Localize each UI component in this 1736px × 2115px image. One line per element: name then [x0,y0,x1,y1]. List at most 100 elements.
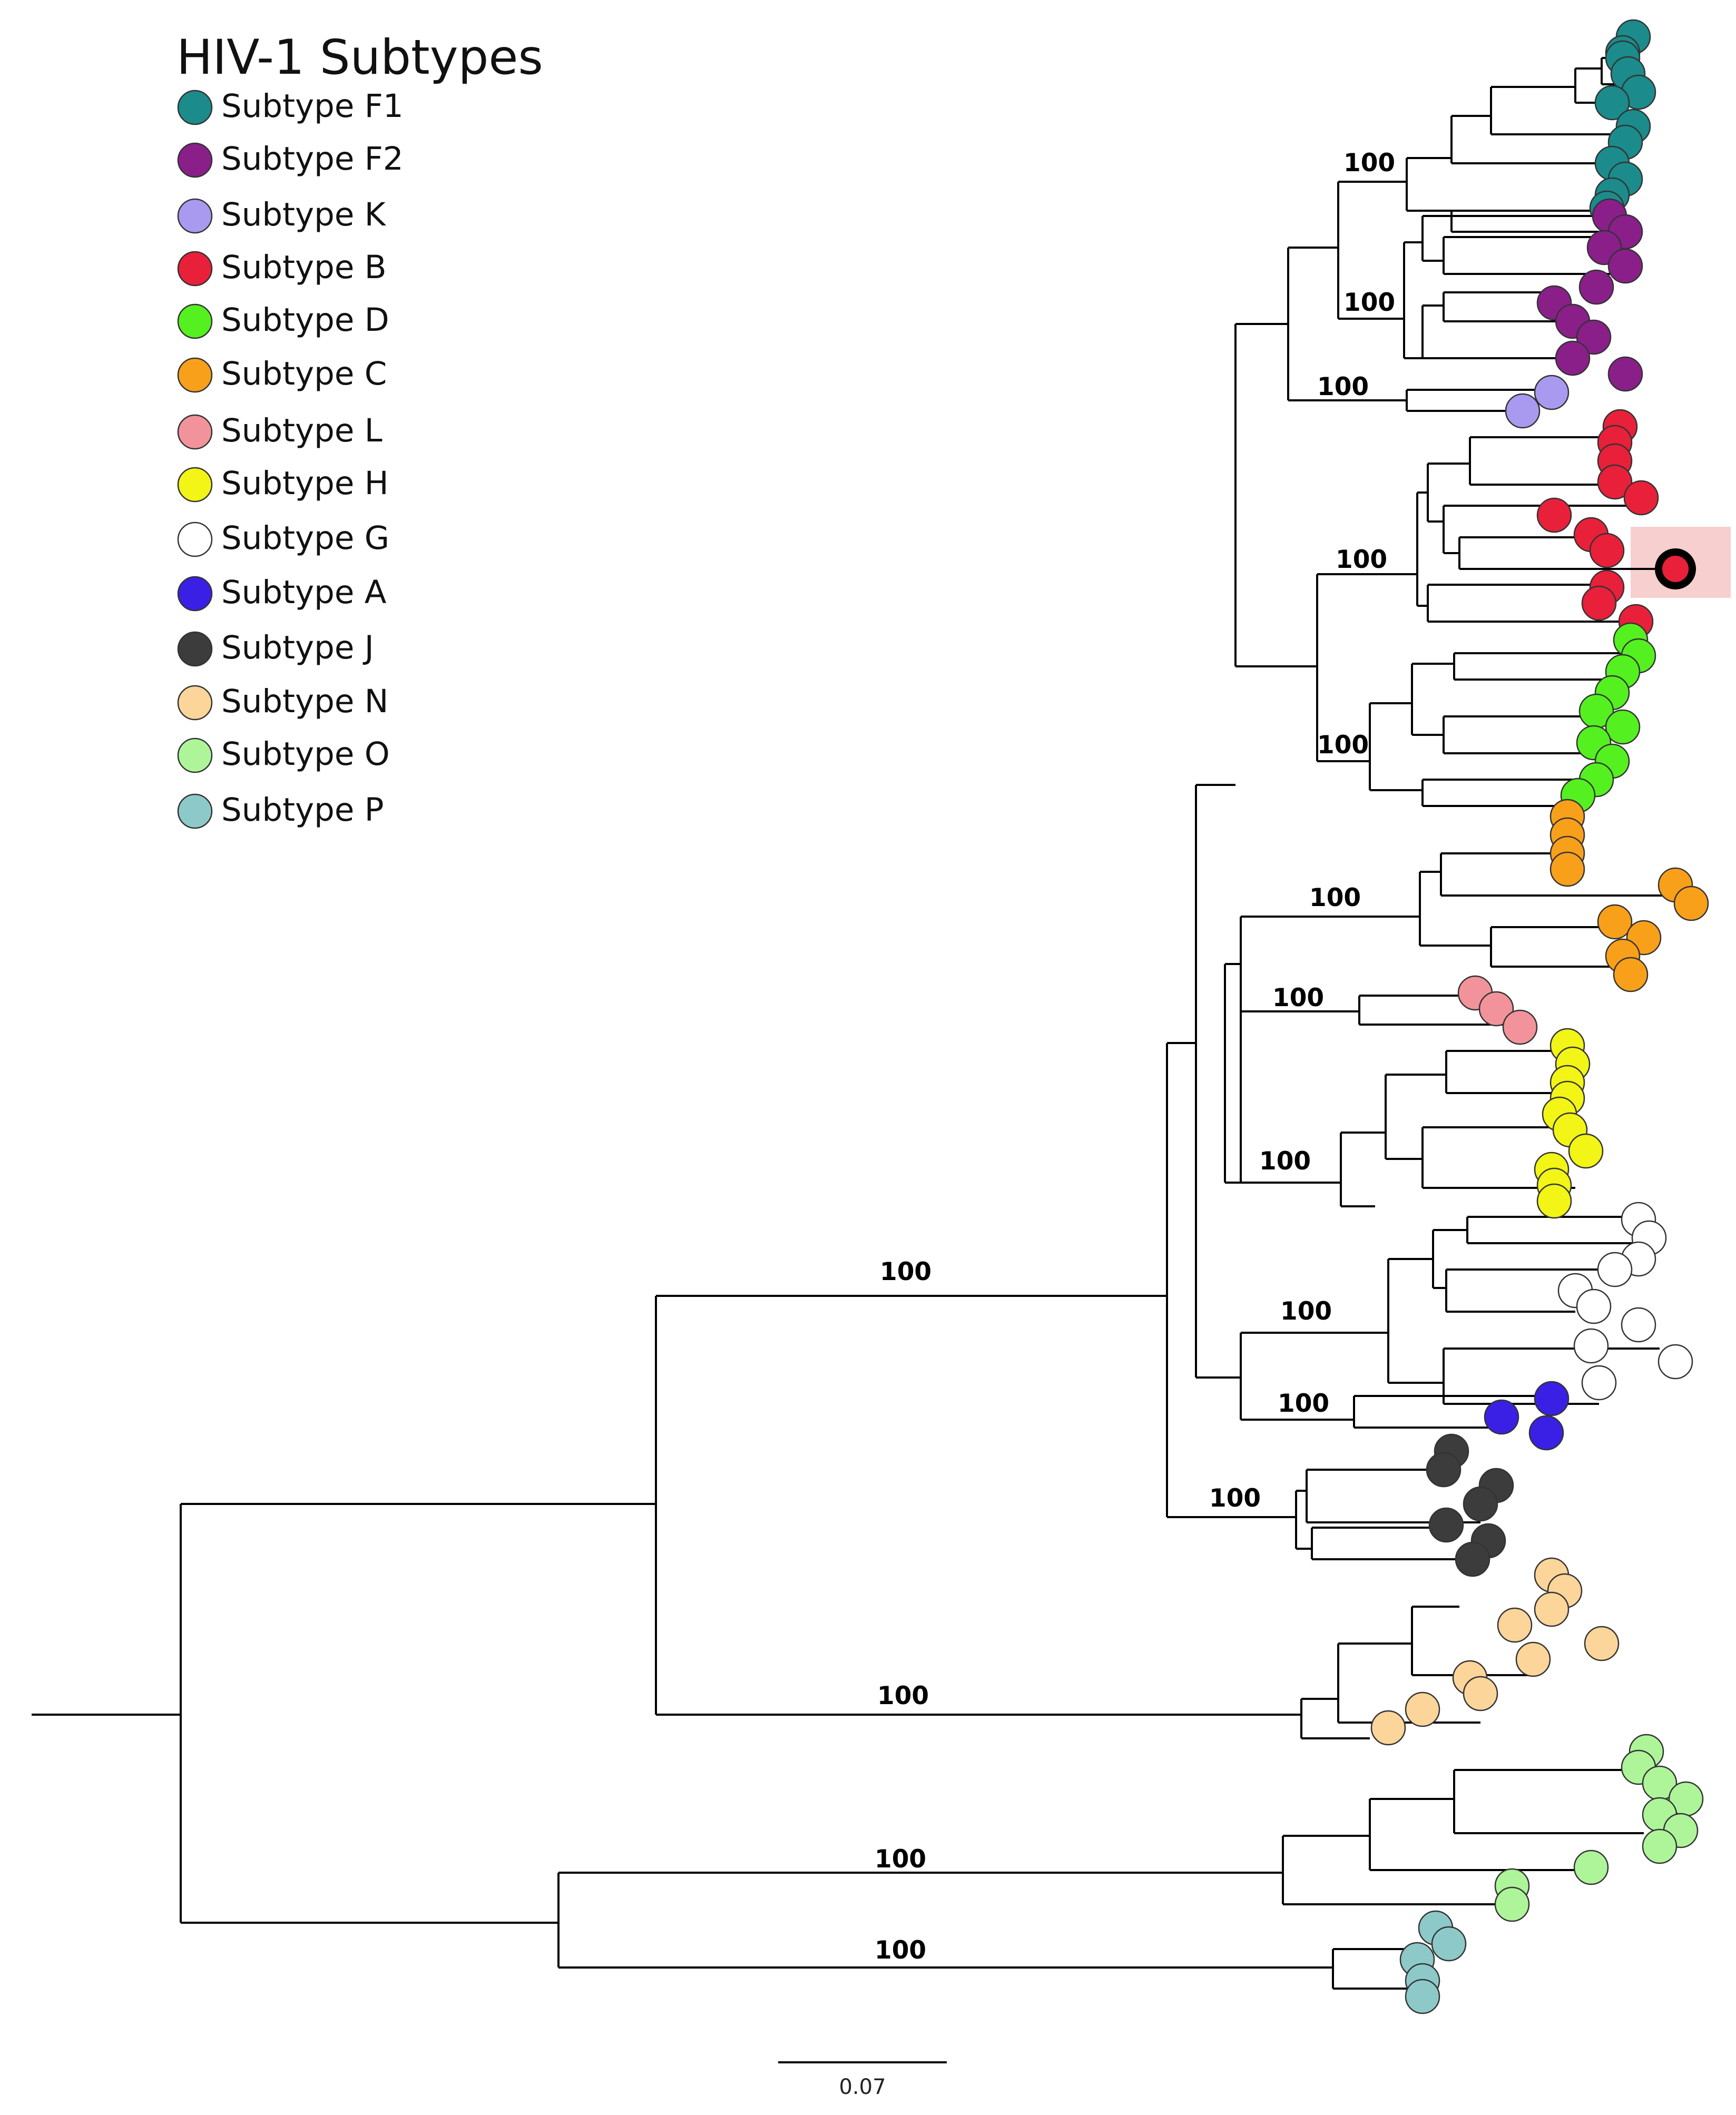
tip-subtype-b [1589,533,1625,568]
bootstrap-labels: 100 100 100 100 100 100 100 100 100 100 … [875,149,1395,1965]
legend-items: Subtype F1 Subtype F2 Subtype K Subtype B Su… [177,87,404,829]
tip-subtype-b [1581,585,1617,621]
legend-label-subtype-n: Subtype N [221,683,388,720]
bootstrap-label-j: 100 [1209,1484,1261,1513]
bootstrap-label-main: 100 [880,1257,931,1286]
tip-subtype-f2 [1607,248,1643,284]
tip-subtype-l [1478,991,1514,1027]
tip-subtype-a [1484,1399,1519,1435]
tip-subtype-p [1431,1926,1467,1962]
legend-swatch-subtype-h [177,467,213,503]
legend-swatch-subtype-g [177,522,213,557]
bootstrap-label-n: 100 [877,1681,929,1710]
legend-label-subtype-b: Subtype B [221,249,387,286]
tip-subtype-f1 [1594,85,1630,121]
legend-label-subtype-p: Subtype P [221,791,384,829]
legend-label-subtype-c: Subtype C [221,355,387,392]
tip-subtype-c [1549,851,1585,887]
bootstrap-label-f1: 100 [1343,149,1395,178]
tip-subtype-h [1568,1133,1604,1169]
tip-subtype-n [1497,1607,1533,1643]
tip-subtype-g [1597,1252,1633,1287]
legend-label-subtype-g: Subtype G [221,519,389,557]
legend-swatch-subtype-p [177,793,213,829]
legend-label-subtype-k: Subtype K [221,196,387,233]
tip-subtype-k [1505,393,1541,429]
legend-swatch-subtype-f1 [177,90,213,125]
tip-subtype-g [1621,1307,1656,1343]
tree-tips [1370,19,1709,2014]
legend-swatch-subtype-j [177,631,213,667]
tip-subtype-o [1642,1828,1678,1864]
tip-subtype-n [1584,1626,1620,1661]
tip-subtype-n [1463,1676,1498,1711]
legend-swatch-subtype-c [177,357,213,393]
legend-label-subtype-d: Subtype D [221,301,389,339]
scale-bar: 0.07 [778,2061,947,2099]
tip-subtype-o [1573,1850,1609,1885]
tip-subtype-j [1428,1507,1464,1543]
bootstrap-label-h: 100 [1259,1147,1311,1176]
bootstrap-label-g: 100 [1280,1297,1332,1326]
tree-branches [32,57,1731,1990]
tip-subtype-p [1405,1979,1440,2014]
legend-swatch-subtype-d [177,303,213,339]
bootstrap-label-p: 100 [875,1936,926,1965]
tip-subtype-b [1623,480,1659,516]
tip-subtype-a [1528,1415,1564,1451]
tip-subtype-h [1536,1183,1572,1219]
tip-subtype-k [1534,375,1570,410]
legend-label-subtype-h: Subtype H [221,465,389,502]
tip-subtype-f2 [1576,319,1612,355]
tip-subtype-c [1613,957,1649,992]
legend-label-subtype-f1: Subtype F1 [221,87,404,125]
legend-label-subtype-o: Subtype O [221,735,390,773]
tip-subtype-j [1455,1541,1490,1577]
bootstrap-label-d: 100 [1317,731,1369,760]
tip-subtype-b [1597,464,1633,500]
tip-subtype-c [1673,886,1709,921]
legend-label-subtype-l: Subtype L [221,412,382,449]
tip-subtype-l [1502,1009,1538,1045]
legend-label-subtype-a: Subtype A [221,574,387,611]
legend-swatch-subtype-k [177,198,213,234]
tip-subtype-g [1573,1328,1609,1364]
legend-swatch-subtype-b [177,251,213,287]
tip-highlighted-sample [1655,548,1696,589]
tip-subtype-n [1370,1710,1406,1746]
tip-subtype-j [1463,1486,1498,1522]
bootstrap-label-l: 100 [1272,983,1324,1012]
tip-subtype-j [1426,1452,1462,1488]
legend-swatch-subtype-f2 [177,142,213,178]
bootstrap-label-c: 100 [1309,883,1361,912]
bootstrap-label-k: 100 [1317,372,1369,401]
tip-subtype-g [1657,1344,1693,1380]
tip-subtype-g [1581,1365,1617,1401]
tip-subtype-n [1515,1641,1551,1677]
legend-label-subtype-j: Subtype J [221,629,374,666]
bootstrap-label-f2: 100 [1343,288,1395,317]
tip-subtype-g [1576,1288,1612,1324]
legend-swatch-subtype-n [177,685,213,721]
bootstrap-label-b: 100 [1336,545,1387,574]
legend-swatch-subtype-o [177,737,213,773]
tip-subtype-b [1536,497,1572,533]
tip-subtype-d [1605,709,1641,745]
scale-bar-label: 0.07 [839,2075,886,2099]
tip-subtype-f2 [1578,269,1614,305]
tip-subtype-o [1494,1886,1530,1922]
legend-title: HIV-1 Subtypes [176,30,543,85]
bootstrap-label-o: 100 [875,1845,926,1874]
bootstrap-label-a: 100 [1278,1389,1329,1418]
tip-subtype-f2 [1555,340,1591,376]
tip-subtype-n [1534,1591,1570,1627]
legend-label-subtype-f2: Subtype F2 [221,140,404,178]
legend-swatch-subtype-l [177,414,213,450]
tip-subtype-n [1405,1691,1440,1727]
legend-swatch-subtype-a [177,576,213,612]
tip-subtype-c [1597,904,1633,940]
tip-subtype-a [1534,1381,1570,1416]
tip-subtype-f2 [1607,356,1643,392]
